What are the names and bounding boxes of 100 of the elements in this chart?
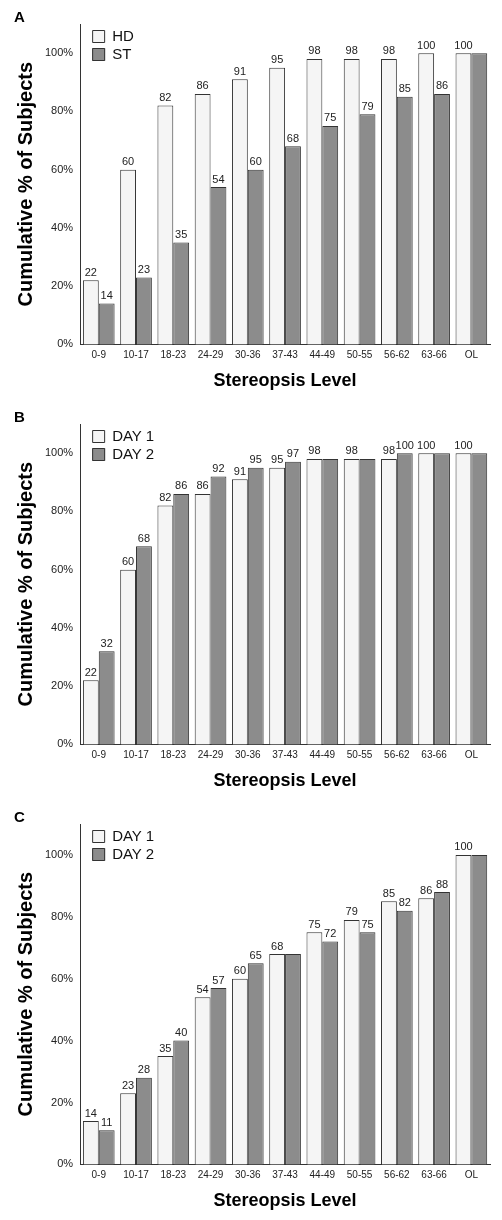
data-label: 79 <box>345 905 358 918</box>
data-label: 86 <box>196 79 209 92</box>
x-tick-label: 18-23 <box>160 349 187 361</box>
y-tick-label: 0% <box>57 1157 74 1170</box>
y-tick-label: 100% <box>44 847 74 860</box>
data-label: 86 <box>420 883 433 896</box>
data-label: 79 <box>361 99 374 112</box>
data-label: 86 <box>175 479 188 492</box>
data-label: 92 <box>212 461 225 474</box>
data-label: 95 <box>271 453 284 466</box>
data-label: 28 <box>137 1063 151 1076</box>
legend-label: ST <box>112 45 132 63</box>
x-tick-label: 37-43 <box>272 349 299 361</box>
y-tick-label: 40% <box>51 220 74 233</box>
x-tick-label: 63-66 <box>421 1169 448 1181</box>
x-tick-label: 18-23 <box>160 1169 187 1181</box>
data-label: 95 <box>271 53 284 66</box>
x-tick-label: 24-29 <box>197 749 224 761</box>
data-label: 100 <box>454 840 473 853</box>
data-label: 68 <box>286 131 300 144</box>
x-tick-label: OL <box>464 1169 479 1181</box>
y-tick-label: 40% <box>51 620 74 633</box>
data-label: 60 <box>233 964 247 977</box>
data-label: 65 <box>249 948 262 961</box>
y-tick-label: 20% <box>51 279 74 292</box>
data-label: 98 <box>345 44 358 57</box>
data-label: 22 <box>84 265 97 278</box>
data-label: 82 <box>159 91 172 104</box>
x-tick-label: 50-55 <box>346 1169 373 1181</box>
y-axis-title: Cumulative % of Subjects <box>13 61 36 307</box>
data-label: 22 <box>84 665 97 678</box>
data-label: 35 <box>159 1041 172 1054</box>
legend-label: HD <box>112 27 134 45</box>
data-label: 60 <box>121 155 135 168</box>
y-tick-label: 100% <box>44 46 74 59</box>
x-axis-title: Stereopsis Level <box>213 770 357 791</box>
y-axis-title: Cumulative % of Subjects <box>13 461 36 707</box>
x-tick-label: OL <box>464 749 479 761</box>
data-label: 40 <box>175 1026 188 1039</box>
x-tick-label: 56-62 <box>384 349 411 361</box>
data-label: 60 <box>121 555 135 568</box>
y-tick-label: 60% <box>51 971 74 984</box>
x-tick-label: 24-29 <box>197 1169 224 1181</box>
x-tick-label: 50-55 <box>346 749 373 761</box>
x-tick-label: 24-29 <box>197 349 224 361</box>
data-label: 98 <box>382 44 396 57</box>
x-tick-label: 44-49 <box>309 1169 336 1181</box>
data-label: 98 <box>308 444 321 457</box>
data-label: 72 <box>324 927 337 940</box>
data-label: 82 <box>159 491 172 504</box>
x-tick-label: 30-36 <box>235 749 262 761</box>
y-tick-label: 0% <box>57 737 74 750</box>
data-label: 54 <box>212 172 225 185</box>
data-label: 91 <box>233 64 247 77</box>
data-label: 100 <box>454 438 473 451</box>
x-tick-label: 44-49 <box>309 749 336 761</box>
data-label: 23 <box>137 262 151 275</box>
data-label: 95 <box>249 453 262 466</box>
data-label: 100 <box>454 38 473 51</box>
data-label: 86 <box>196 479 209 492</box>
data-label: 98 <box>345 444 358 457</box>
x-tick-label: 44-49 <box>309 349 336 361</box>
x-tick-label: 37-43 <box>272 1169 299 1181</box>
data-label: 85 <box>382 886 396 899</box>
data-label: 23 <box>121 1078 135 1091</box>
x-tick-label: 63-66 <box>421 349 448 361</box>
y-tick-label: 40% <box>51 1033 74 1046</box>
y-tick-label: 60% <box>51 562 74 575</box>
x-tick-label: 0-9 <box>91 349 107 361</box>
data-label: 98 <box>382 444 396 457</box>
y-tick-label: 20% <box>51 679 74 692</box>
x-tick-label: 18-23 <box>160 749 187 761</box>
chart-title: C <box>14 807 25 825</box>
data-label: 75 <box>308 917 321 930</box>
data-label: 14 <box>84 1106 97 1119</box>
x-tick-label: 30-36 <box>235 349 262 361</box>
chart-title: B <box>14 407 25 425</box>
data-label: 98 <box>308 44 321 57</box>
legend-label: DAY 1 <box>112 427 155 445</box>
x-tick-label: 0-9 <box>91 749 107 761</box>
data-label: 85 <box>398 82 411 95</box>
data-label: 68 <box>137 531 151 544</box>
data-label: 68 <box>271 939 284 952</box>
x-tick-label: 37-43 <box>272 749 299 761</box>
x-tick-label: 0-9 <box>91 1169 107 1181</box>
y-tick-label: 80% <box>51 104 74 117</box>
x-tick-label: 56-62 <box>384 749 411 761</box>
data-label: 82 <box>398 896 411 909</box>
y-tick-label: 20% <box>51 1095 74 1108</box>
y-tick-label: 60% <box>51 162 74 175</box>
y-tick-label: 100% <box>44 446 74 459</box>
data-label: 54 <box>196 982 209 995</box>
data-label: 88 <box>435 877 449 890</box>
x-tick-label: 30-36 <box>235 1169 262 1181</box>
x-tick-label: 50-55 <box>346 349 373 361</box>
y-tick-label: 80% <box>51 504 74 517</box>
y-tick-label: 80% <box>51 909 74 922</box>
x-tick-label: 10-17 <box>123 349 150 361</box>
x-tick-label: 10-17 <box>123 1169 150 1181</box>
data-label: 11 <box>100 1115 113 1128</box>
